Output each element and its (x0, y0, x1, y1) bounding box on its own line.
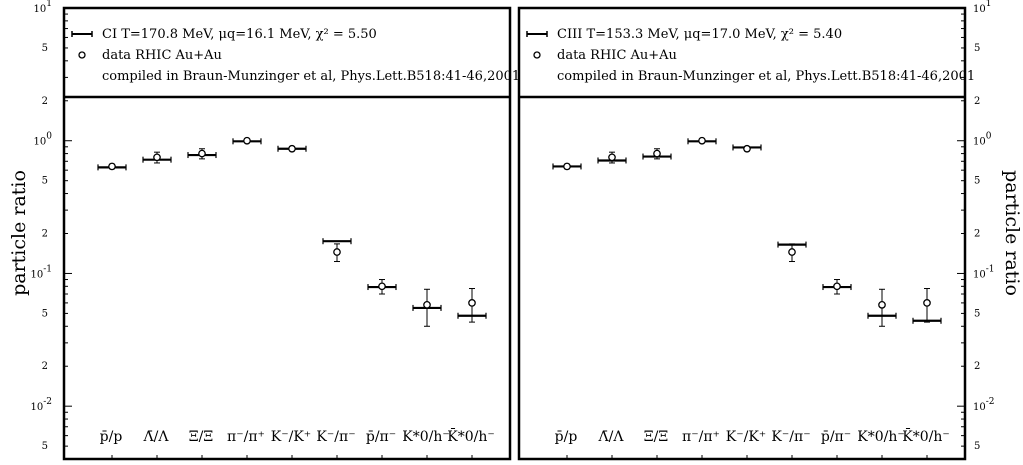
data-point (833, 282, 841, 291)
y-tick-label: 5 (974, 308, 980, 319)
x-category-label: p̄/p (555, 429, 578, 445)
x-category-label: K⁻/π⁻ (316, 429, 355, 445)
x-category-label: p̄/π⁻ (366, 429, 396, 445)
y-tick-label: 2 (974, 229, 980, 240)
x-category-label: Λ̄/Λ (598, 429, 625, 445)
legend-data-marker (78, 51, 86, 59)
x-category-label: K̄*0/h⁻ (902, 427, 950, 445)
x-category-label: K̄*0/h⁻ (447, 427, 495, 445)
legend-compiled-label: compiled in Braun-Munzinger et al, Phys.… (102, 69, 520, 84)
x-category-label: K⁻/π⁻ (771, 429, 810, 445)
y-tick-label: 2 (974, 96, 980, 107)
y-tick-label: 5 (974, 176, 980, 187)
y-tick-label: 5 (42, 43, 48, 54)
data-point (243, 136, 251, 145)
x-category-label: π⁻/π⁺ (227, 429, 265, 445)
legend-data-marker (533, 51, 541, 59)
data-point (288, 144, 296, 153)
x-category-label: Ξ̄/Ξ (189, 429, 213, 445)
chart-panel-1: 5 10-2 2 5 10-1 2 5 100 2 5 101 CI T=170.8 MeV, μq=… (30, 0, 520, 461)
y-tick-label: 2 (42, 361, 48, 372)
x-category-label: K*0/h⁻ (857, 429, 905, 445)
data-point (333, 248, 341, 256)
y-axis-label-right: particle ratio (1001, 170, 1023, 296)
chart-panel-2: 5 10-2 2 5 10-1 2 5 100 2 5 101 CIII T=153.3 MeV, μ… (517, 0, 995, 461)
data-point (378, 282, 386, 291)
data-point (923, 299, 931, 307)
y-tick-label: 10-1 (30, 264, 52, 280)
y-tick-label: 101 (34, 0, 52, 15)
data-point (878, 301, 886, 309)
x-category-label: p̄/p (100, 429, 123, 445)
y-tick-label: 10-1 (973, 264, 995, 280)
data-point (698, 136, 706, 145)
data-point (153, 153, 161, 162)
x-category-label: K*0/h⁻ (402, 429, 450, 445)
y-tick-label: 5 (42, 308, 48, 319)
data-point (788, 248, 796, 256)
data-point (108, 162, 116, 171)
legend-data-label: data RHIC Au+Au (557, 48, 677, 63)
y-tick-label: 100 (34, 132, 53, 148)
data-point (743, 144, 751, 153)
y-tick-label: 101 (973, 0, 991, 15)
y-tick-label: 2 (974, 361, 980, 372)
y-axis-label-left: particle ratio (8, 170, 30, 296)
legend-data-label: data RHIC Au+Au (102, 48, 222, 63)
data-point (608, 153, 616, 162)
y-tick-label: 10-2 (30, 397, 52, 413)
y-tick-label: 2 (42, 229, 48, 240)
data-point (468, 299, 476, 307)
data-point (563, 162, 571, 171)
legend-compiled-label: compiled in Braun-Munzinger et al, Phys.… (557, 69, 975, 84)
x-category-label: π⁻/π⁺ (682, 429, 720, 445)
x-category-label: K⁻/K⁺ (271, 429, 311, 445)
data-point (653, 149, 661, 158)
y-tick-label: 5 (974, 441, 980, 452)
y-tick-label: 100 (973, 132, 992, 148)
data-point (423, 301, 431, 309)
y-tick-label: 10-2 (973, 397, 995, 413)
x-category-label: Ξ̄/Ξ (644, 429, 668, 445)
x-category-label: K⁻/K⁺ (726, 429, 766, 445)
y-tick-label: 2 (42, 96, 48, 107)
y-tick-label: 5 (974, 43, 980, 54)
x-category-label: Λ̄/Λ (143, 429, 170, 445)
legend-model-label: CIII T=153.3 MeV, μq=17.0 MeV, χ² = 5.40 (557, 27, 842, 42)
data-point (198, 149, 206, 158)
y-tick-label: 5 (42, 441, 48, 452)
x-category-label: p̄/π⁻ (821, 429, 851, 445)
legend-model-label: CI T=170.8 MeV, μq=16.1 MeV, χ² = 5.50 (102, 27, 377, 42)
y-tick-label: 5 (42, 176, 48, 187)
